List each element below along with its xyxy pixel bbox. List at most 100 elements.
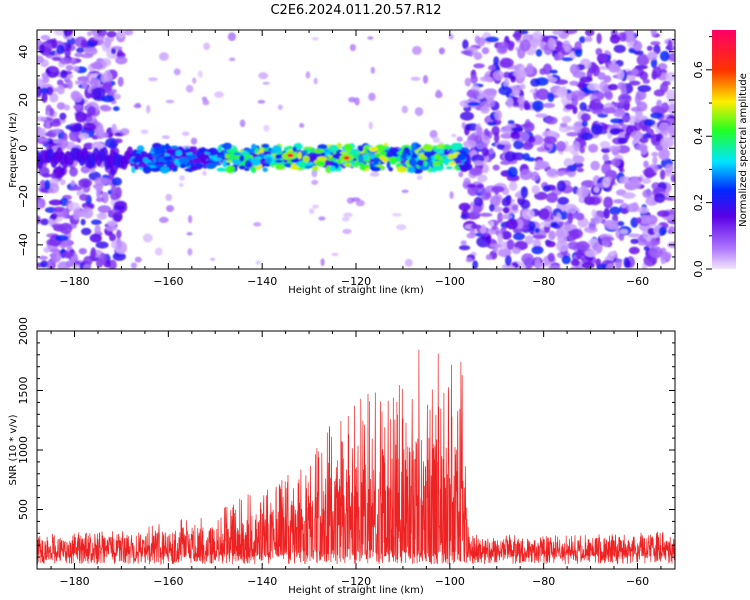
snr-x-ticks: −180 −160 −140 −120 −100 −80 −60 [50,331,662,588]
heatmap-cell [458,202,471,211]
heatmap-cell [653,44,661,55]
heatmap-cell [388,167,394,172]
heatmap-cell [329,165,336,172]
heatmap-cell [116,240,122,250]
heatmap-cell [73,65,80,72]
heatmap-cell [636,54,650,66]
heatmap-cell [419,157,428,161]
heatmap-cell [115,56,128,65]
heatmap-cell [358,145,364,152]
heatmap-cell [543,136,557,145]
heatmap-cell [142,157,149,163]
heatmap-cell [667,39,673,52]
heatmap-cell [521,208,535,220]
heatmap-cell [331,252,339,257]
heatmap-cell [166,205,174,212]
heatmap-cell [534,257,541,269]
snr-panel: −180 −160 −140 −120 −100 −80 −60 500 1000 1500 20… [8,317,676,596]
heatmap-cell [574,48,583,58]
heatmap-cell [557,234,567,244]
heatmap-cell [401,189,409,193]
heatmap-cell [596,33,602,44]
heatmap-cell [588,196,601,206]
heatmap-cell [570,266,582,269]
heatmap-cell [530,171,540,181]
heatmap-cell [336,158,342,165]
heatmap-cell [305,71,311,79]
heatmap-cell [576,167,584,173]
heatmap-cell [464,77,472,87]
heatmap-cell [590,98,602,111]
heatmap-cell [466,89,480,98]
heatmap-cell [609,34,621,44]
heatmap-cell [369,171,380,177]
heatmap-cell [618,93,632,104]
heatmap-cell [637,206,649,214]
heatmap-cell [59,179,66,186]
heatmap-cell [458,171,464,178]
y-tick-label: −40 [17,233,30,256]
heatmap-cell [112,252,126,261]
heatmap-cell [416,175,423,181]
heatmap-cell [569,228,583,239]
heatmap-cell [185,84,194,93]
heatmap-cell [535,160,550,170]
heatmap-cell [476,126,483,136]
heatmap-cell [154,247,163,256]
heatmap-cell [602,177,611,188]
heatmap-cell [90,61,103,70]
heatmap-cell [184,148,192,153]
heatmap-cell [227,32,236,42]
heatmap-cell [529,88,536,94]
heatmap-cell [491,185,505,193]
heatmap-cell [396,224,407,231]
heatmap-cell [546,192,558,203]
heatmap-cell [542,102,556,108]
heatmap-cell [82,122,97,132]
heatmap-cell [532,100,544,112]
heatmap-cell [581,262,595,269]
heatmap-cell [561,57,574,62]
heatmap-cell [109,233,116,242]
heatmap-cell [124,30,134,36]
heatmap-cell [78,132,89,140]
heatmap-cell [670,174,675,183]
heatmap-cell [497,248,512,258]
heatmap-cell [605,263,616,269]
heatmap-cell [660,137,675,149]
heatmap-y-ticks: −40 −20 0 20 40 [17,39,675,258]
heatmap-cell [451,143,460,151]
heatmap-cell [523,121,535,133]
heatmap-cell [461,122,466,129]
heatmap-cell [555,170,568,176]
heatmap-cell [522,224,529,232]
heatmap-cell [476,183,484,189]
heatmap-cell [459,100,471,108]
snr-y-axis-label: SNR (10 * v/v) [8,414,19,485]
heatmap-cell [579,36,586,44]
heatmap-cell [178,157,190,165]
heatmap-cell [645,236,651,242]
heatmap-cell [664,196,675,201]
heatmap-cell [174,158,179,165]
heatmap-cell [549,69,558,74]
heatmap-cell [68,130,82,142]
heatmap-cell [239,119,246,128]
heatmap-cell [643,246,650,251]
heatmap-cell [569,80,579,86]
heatmap-cell [401,150,407,159]
heatmap-cell [500,160,511,165]
heatmap-cell [489,203,495,212]
heatmap-cell [522,141,534,151]
heatmap-cell [481,47,490,55]
heatmap-y-axis-label: Frequency (Hz) [8,112,19,188]
heatmap-cell [513,69,528,80]
heatmap-cell [566,131,579,137]
heatmap-cell [82,79,88,90]
heatmap-cell [553,53,560,61]
heatmap-cell [646,45,653,51]
heatmap-cell [547,168,558,177]
heatmap-cell [423,160,428,167]
heatmap-cell [561,255,571,265]
heatmap-cell [650,30,657,37]
